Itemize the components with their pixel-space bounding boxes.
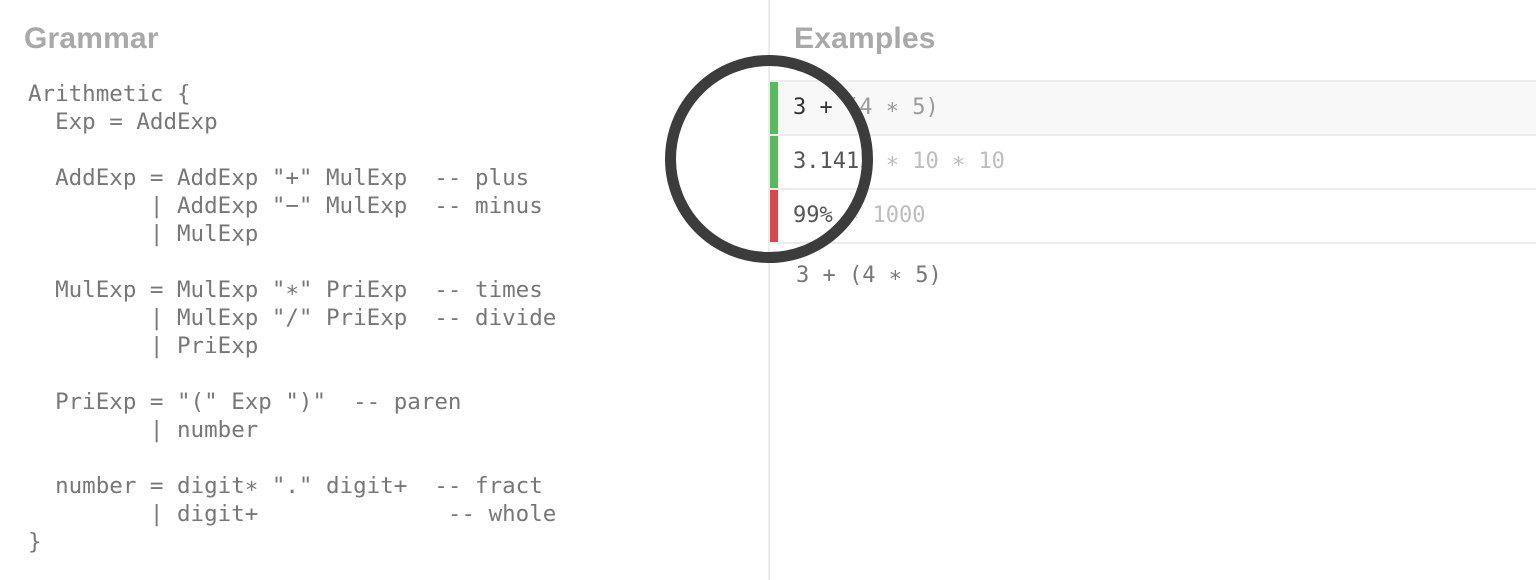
example-row[interactable]: 3.1415 ∗ 10 ∗ 10 bbox=[770, 136, 1536, 190]
example-text: 99% ∗ 1000 bbox=[793, 202, 925, 230]
example-matched-text: 3 + bbox=[793, 95, 846, 120]
example-matched-text: 3.141 bbox=[793, 149, 860, 174]
grammar-editor[interactable]: Arithmetic { Exp = AddExp AddExp = AddEx… bbox=[28, 81, 557, 555]
example-text: 3.1415 ∗ 10 ∗ 10 bbox=[793, 148, 1005, 176]
pass-status-indicator bbox=[770, 136, 778, 188]
examples-title: Examples bbox=[794, 22, 936, 55]
example-list: 3 + (4 ∗ 5) 3.1415 ∗ 10 ∗ 10 99% ∗ 1000 bbox=[770, 80, 1536, 244]
examples-pane: Examples 3 + (4 ∗ 5) 3.1415 ∗ 10 ∗ 10 99… bbox=[770, 0, 1536, 580]
pass-status-indicator bbox=[770, 82, 778, 134]
example-row[interactable]: 99% ∗ 1000 bbox=[770, 190, 1536, 244]
example-matched-text: 99% bbox=[793, 203, 846, 228]
example-row[interactable]: 3 + (4 ∗ 5) bbox=[770, 82, 1536, 136]
example-remaining-text: (4 ∗ 5) bbox=[845, 95, 939, 120]
example-text: 3 + (4 ∗ 5) bbox=[793, 94, 939, 122]
example-remaining-text: 5 ∗ 10 ∗ 10 bbox=[859, 149, 1005, 174]
example-remaining-text: ∗ 1000 bbox=[845, 203, 926, 228]
example-editor[interactable]: 3 + (4 ∗ 5) bbox=[796, 263, 942, 288]
pane-divider[interactable] bbox=[768, 0, 770, 580]
fail-status-indicator bbox=[770, 190, 778, 242]
grammar-title: Grammar bbox=[24, 22, 159, 55]
grammar-pane: Grammar Arithmetic { Exp = AddExp AddExp… bbox=[24, 22, 557, 555]
